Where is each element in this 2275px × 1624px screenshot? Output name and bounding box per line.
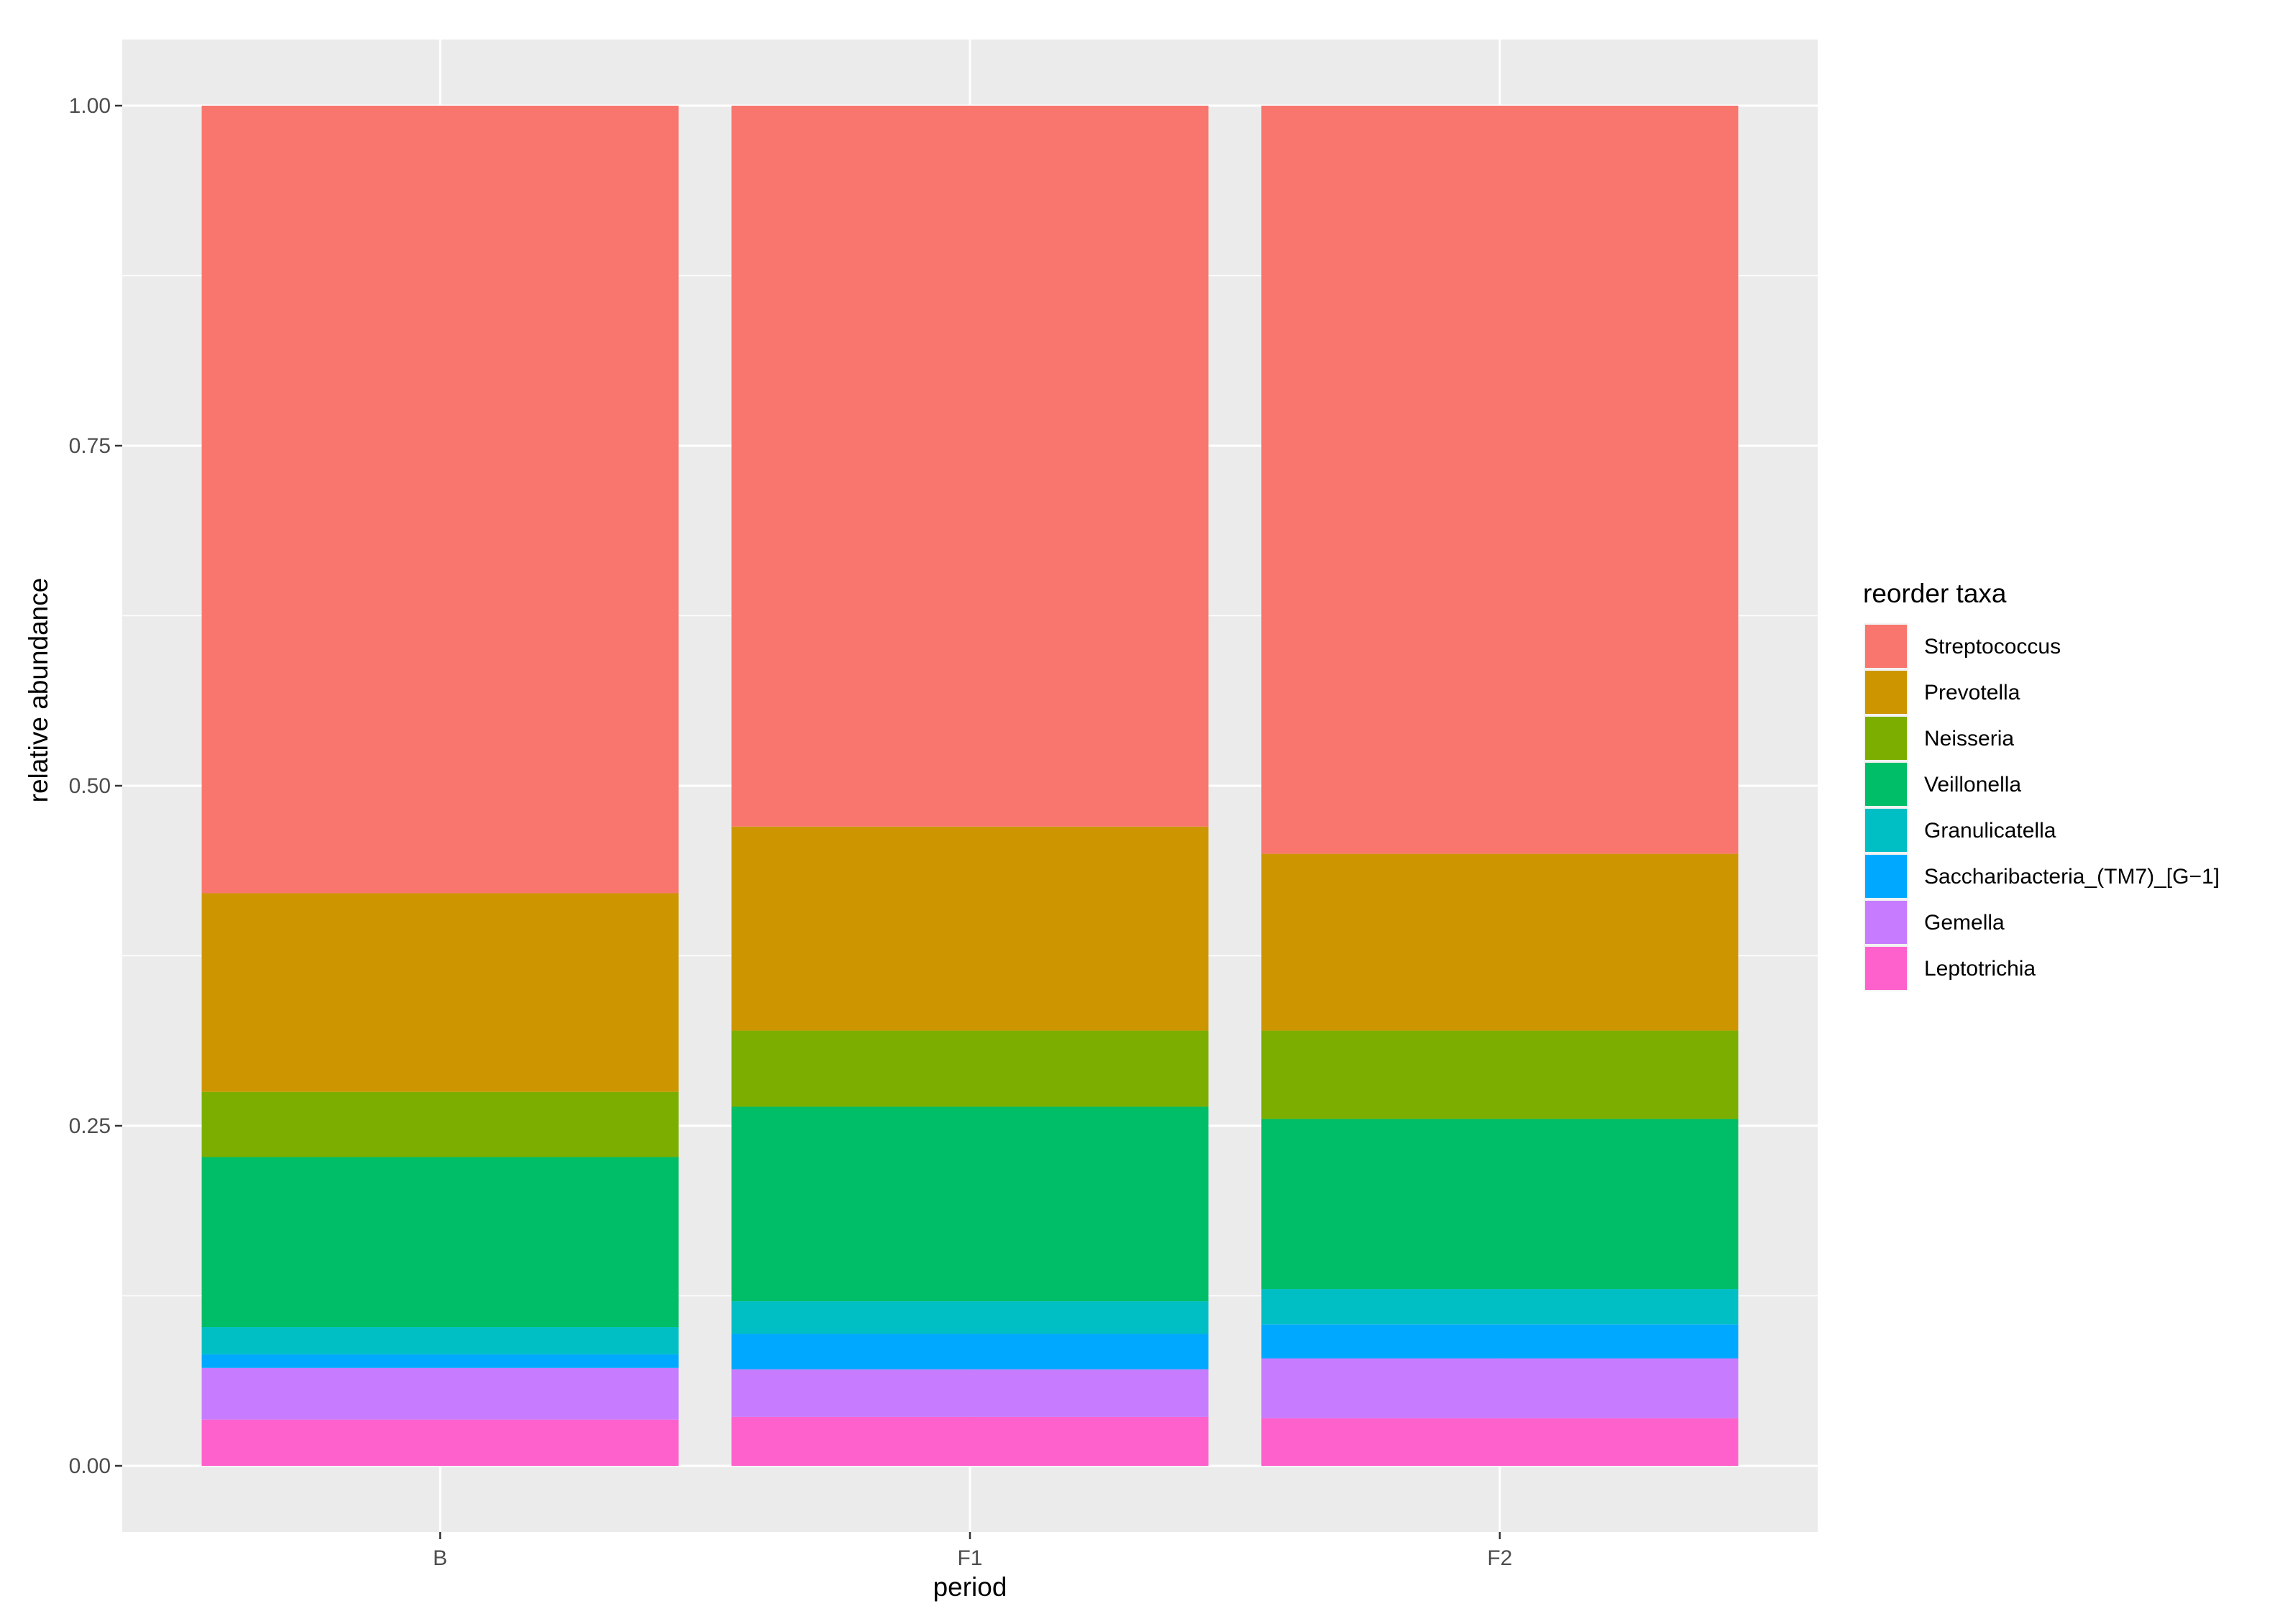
legend-label: Veillonella xyxy=(1924,773,2021,797)
y-tick-label: 1.00 xyxy=(69,94,111,118)
x-tick-label: F2 xyxy=(1487,1546,1512,1570)
bar-segment xyxy=(731,1334,1209,1370)
x-tick-label: F1 xyxy=(957,1546,982,1570)
bar-segment xyxy=(731,1301,1209,1334)
legend-label: Leptotrichia xyxy=(1924,957,2036,981)
bar-segment xyxy=(201,1419,679,1466)
legend-label: Streptococcus xyxy=(1924,635,2061,659)
legend-swatch xyxy=(1865,855,1907,898)
legend-swatch xyxy=(1865,763,1907,806)
bar-segment xyxy=(201,1157,679,1328)
legend-swatch xyxy=(1865,901,1907,944)
bar-segment xyxy=(1261,1324,1739,1359)
legend-label: Granulicatella xyxy=(1924,819,2056,843)
legend-swatch xyxy=(1865,947,1907,990)
y-tick-label: 0.50 xyxy=(69,774,111,798)
legend-title: reorder taxa xyxy=(1863,579,2007,608)
legend-swatch xyxy=(1865,717,1907,760)
bar-segment xyxy=(201,1327,679,1354)
legend-swatch xyxy=(1865,625,1907,668)
legend-swatch xyxy=(1865,809,1907,852)
bar-segment xyxy=(201,893,679,1092)
bar-segment xyxy=(201,1091,679,1157)
bar-segment xyxy=(1261,1030,1739,1119)
bar-segment xyxy=(1261,1418,1739,1466)
bar-segment xyxy=(1261,1358,1739,1418)
bar-segment xyxy=(1261,853,1739,1031)
legend-label: Neisseria xyxy=(1924,727,2014,751)
bars xyxy=(201,106,1739,1466)
y-axis-title: relative abundance xyxy=(24,578,53,803)
legend: reorder taxa Streptococcus Prevotella Neis… xyxy=(1863,579,2220,991)
legend-label: Gemella xyxy=(1924,911,2005,935)
y-tick-label: 0.25 xyxy=(69,1114,111,1138)
bar-segment xyxy=(1261,106,1739,854)
y-tick-label: 0.00 xyxy=(69,1454,111,1478)
bar-segment xyxy=(201,1354,679,1368)
bar-segment xyxy=(201,1367,679,1420)
x-tick-label: B xyxy=(433,1546,447,1570)
bar-segment xyxy=(731,1106,1209,1302)
bar-segment xyxy=(731,1030,1209,1107)
axes: 0.00 0.25 0.50 0.75 1.00 B F1 F2 xyxy=(69,94,1513,1570)
x-axis-title: period xyxy=(933,1572,1007,1602)
bar-segment xyxy=(731,1369,1209,1417)
bar-segment xyxy=(1261,1289,1739,1325)
bar-segment xyxy=(731,826,1209,1031)
bar-segment xyxy=(731,1416,1209,1466)
legend-label: Saccharibacteria_(TM7)_[G−1] xyxy=(1924,865,2220,889)
bar-segment xyxy=(731,106,1209,827)
bar-segment xyxy=(201,106,679,894)
legend-label: Prevotella xyxy=(1924,681,2020,705)
legend-swatch xyxy=(1865,671,1907,714)
y-tick-label: 0.75 xyxy=(69,434,111,458)
bar-segment xyxy=(1261,1119,1739,1290)
